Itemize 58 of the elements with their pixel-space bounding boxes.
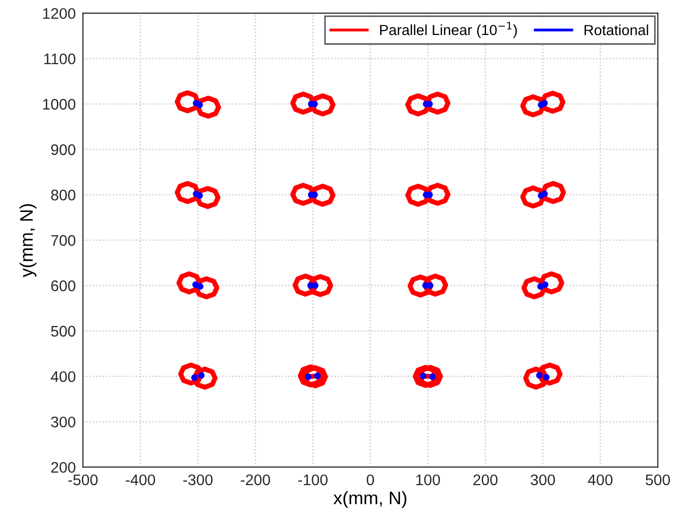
line-series [405,92,450,116]
point [541,100,548,106]
point [305,374,312,380]
point [542,281,548,288]
y-tick-label: 800 [51,190,76,200]
line-series [178,362,218,390]
line-series [174,181,220,210]
line-series [520,90,566,118]
x-tick-label: -200 [240,474,270,486]
line-series [176,271,220,300]
y-tick-label: 500 [51,326,76,337]
y-tick-label: 900 [51,144,76,156]
x-tick-label: -400 [126,474,156,486]
point [429,374,436,380]
point [198,372,205,379]
point [196,192,203,199]
legend-label: Rotational [584,24,648,36]
legend-label: Parallel Linear (10$^{−1}$) [380,22,517,38]
y-tick-label: 300 [51,416,76,428]
line-series [290,92,336,116]
x-tick-label: -500 [68,474,98,486]
point [536,372,543,379]
x-tick-label: 400 [588,474,612,486]
x-tick-label: 200 [473,474,498,486]
x-tick-label: -100 [298,474,328,486]
x-tick-label: 0 [366,474,374,486]
y-tick-label: 1100 [44,53,76,64]
y-tick-label: 1200 [43,8,76,19]
x-tick-label: 500 [646,474,670,486]
y-axis-title: y(mm, N) [20,204,36,278]
point [196,102,203,108]
point [196,283,204,290]
x-tick-label: 100 [416,474,440,486]
point [314,372,321,380]
line-series [405,182,450,207]
x-tick-label: 300 [530,474,555,486]
point [420,372,427,380]
line-series [412,364,443,388]
y-tick-label: 700 [51,235,76,246]
line-series [290,182,336,207]
line-series [408,274,448,298]
line-series [298,364,328,388]
line-series [292,274,334,298]
point [426,282,434,289]
y-tick-label: 1000 [43,98,76,110]
point [191,374,198,381]
point [541,190,548,198]
line-series [520,181,566,209]
x-tick-label: -300 [183,474,213,486]
x-axis-title: x(mm, N) [333,491,406,508]
point [312,282,318,289]
point [543,374,550,380]
line-series [523,362,563,390]
line-series [521,271,564,300]
y-tick-label: 600 [51,280,76,292]
y-tick-label: 400 [50,371,76,382]
y-tick-label: 200 [51,462,76,473]
line-series [174,90,222,119]
